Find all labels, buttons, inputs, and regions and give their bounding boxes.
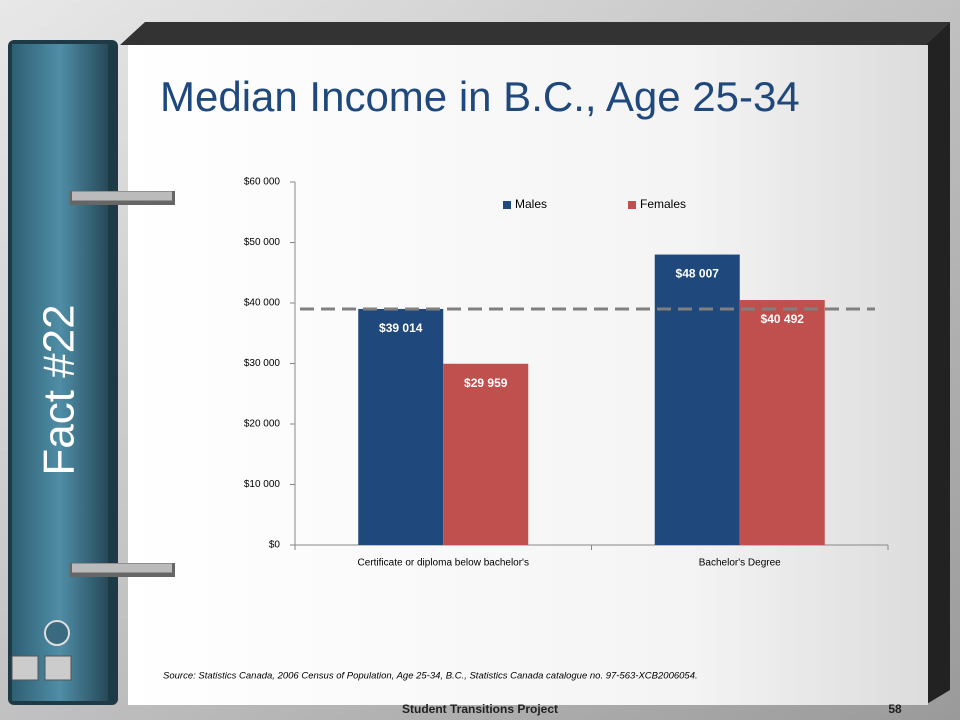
y-tick-label: $50 000: [244, 237, 281, 248]
y-tick-label: $10 000: [244, 479, 281, 490]
icons[interactable]: [11, 620, 72, 681]
bar: [739, 300, 825, 545]
spine: [12, 44, 108, 701]
book-edge: [925, 22, 950, 705]
ring: [70, 191, 175, 577]
bar: [654, 254, 740, 545]
chart-title: Median Income in B.C., Age 25-34: [160, 73, 800, 120]
info-icon[interactable]: [44, 620, 70, 646]
print-icon[interactable]: [11, 655, 39, 681]
legend-label: Males: [515, 197, 547, 211]
home-icon[interactable]: [44, 655, 72, 681]
legend-label: Females: [640, 197, 686, 211]
legend-swatch: [503, 201, 511, 209]
page-number: 58: [888, 702, 902, 716]
value-label: $29 959: [464, 376, 508, 390]
footer: Student Transitions Project: [402, 702, 558, 716]
x-tick-label: Certificate or diploma below bachelor's: [358, 558, 529, 569]
x-tick-label: Bachelor's Degree: [699, 558, 781, 569]
value-label: $48 007: [676, 267, 720, 281]
y-tick-label: $20 000: [244, 419, 281, 430]
fact-label: Fact #22: [35, 304, 84, 475]
bar: [358, 308, 444, 545]
source: Source: Statistics Canada, 2006 Census o…: [163, 671, 698, 682]
book-edge: [120, 22, 950, 45]
value-label: $40 492: [761, 312, 805, 326]
value-label: $39 014: [379, 321, 423, 335]
y-tick-label: $0: [269, 540, 281, 551]
y-tick-label: $30 000: [244, 358, 281, 369]
y-tick-label: $60 000: [244, 177, 281, 188]
legend-swatch: [628, 201, 636, 209]
bar: [443, 363, 529, 545]
y-tick-label: $40 000: [244, 298, 281, 309]
